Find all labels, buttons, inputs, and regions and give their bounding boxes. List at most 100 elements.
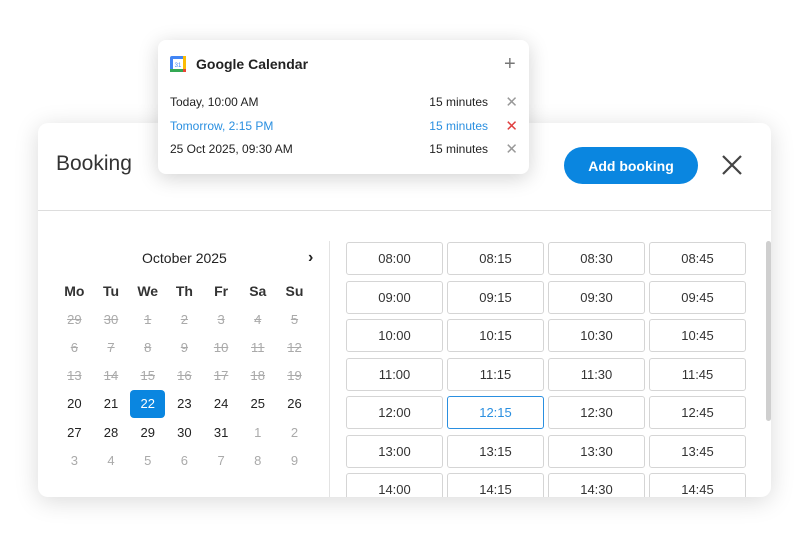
time-slot-button[interactable]: 08:30 xyxy=(548,242,645,275)
calendar-day[interactable]: 26 xyxy=(287,396,302,412)
time-slot-button[interactable]: 12:00 xyxy=(346,396,443,429)
calendar-day[interactable]: 5 xyxy=(144,452,152,468)
calendar-day[interactable]: 20 xyxy=(67,396,82,412)
calendar-day[interactable]: 28 xyxy=(103,424,119,440)
page-title: Booking xyxy=(56,152,132,175)
calendar-day[interactable]: 24 xyxy=(213,396,229,412)
calendar-day: 1 xyxy=(144,311,152,327)
time-slot-button[interactable]: 12:15 xyxy=(447,396,544,429)
time-slot-button[interactable]: 08:15 xyxy=(447,242,544,275)
calendar-grid: Mo Tu We Th Fr Sa Su 29 30 1 2 3 4 5 6 7 8 9 10 11 12 13 14 15 1… xyxy=(56,277,313,474)
chevron-right-icon[interactable]: › xyxy=(308,249,314,266)
calendar-day: 6 xyxy=(70,339,78,355)
time-slot-button[interactable]: 13:30 xyxy=(548,434,645,468)
scrollbar[interactable] xyxy=(766,241,771,421)
remove-icon[interactable]: ✕ xyxy=(505,94,518,111)
time-slot-button[interactable]: 11:30 xyxy=(548,357,645,391)
calendar-day: 18 xyxy=(250,368,266,384)
calendar-day[interactable]: 9 xyxy=(290,452,299,468)
time-slot-button[interactable]: 10:00 xyxy=(346,319,443,352)
calendar-day: 15 xyxy=(140,368,155,384)
time-slot-button[interactable]: 11:00 xyxy=(346,357,443,391)
calendar-day: 19 xyxy=(287,368,302,384)
calendar-day: 8 xyxy=(144,339,152,355)
calendar-day: 5 xyxy=(290,311,299,327)
event-row[interactable]: Today, 10:00 AM 15 minutes ✕ xyxy=(170,94,518,113)
time-slot-button[interactable]: 10:45 xyxy=(649,319,746,352)
event-duration: 15 minutes xyxy=(429,95,488,109)
calendar-day: 3 xyxy=(217,311,225,327)
calendar-day[interactable]: 4 xyxy=(107,452,115,468)
calendar-day: 7 xyxy=(107,339,115,355)
time-slot-button[interactable]: 10:15 xyxy=(447,319,544,352)
time-slot-button[interactable]: 14:45 xyxy=(649,473,746,497)
calendar-day[interactable]: 29 xyxy=(140,424,155,440)
divider xyxy=(329,241,330,497)
calendar-day: 12 xyxy=(287,339,302,355)
time-slot-button[interactable]: 13:45 xyxy=(649,434,746,468)
google-calendar-popup: 31 Google Calendar + Today, 10:00 AM 15 m… xyxy=(158,40,529,174)
calendar-day[interactable]: 23 xyxy=(177,396,192,412)
plus-icon[interactable]: + xyxy=(504,53,516,75)
weekday-header: Mo xyxy=(64,283,85,300)
add-booking-button[interactable]: Add booking xyxy=(564,147,698,184)
time-slots: 08:00 08:15 08:30 08:45 09:00 09:15 09:30 09:45… xyxy=(346,242,746,497)
event-time: 25 Oct 2025, 09:30 AM xyxy=(170,142,293,156)
calendar-day[interactable]: 27 xyxy=(67,424,82,440)
popup-title: Google Calendar xyxy=(196,56,309,72)
event-duration: 15 minutes xyxy=(429,142,488,156)
event-duration: 15 minutes xyxy=(429,118,488,133)
calendar-day[interactable]: 21 xyxy=(103,396,119,412)
time-slot-button[interactable]: 14:00 xyxy=(346,473,443,497)
time-slot-button[interactable]: 09:15 xyxy=(447,280,544,314)
calendar-day: 10 xyxy=(213,339,229,355)
divider xyxy=(38,210,771,211)
booking-dialog: Booking Add booking October 2025 › Mo Tu W… xyxy=(38,123,771,497)
time-slot-button[interactable]: 09:30 xyxy=(548,280,645,314)
event-row[interactable]: Tomorrow, 2:15 PM 15 minutes ✕ xyxy=(170,117,518,137)
calendar-day: 17 xyxy=(213,368,229,384)
time-slot-button[interactable]: 12:45 xyxy=(649,396,746,429)
time-slot-button[interactable]: 08:45 xyxy=(649,242,746,275)
calendar-day: 9 xyxy=(180,339,189,355)
weekday-header: Sa xyxy=(249,283,267,300)
calendar-day[interactable]: 6 xyxy=(180,452,189,468)
calendar-day[interactable]: 22 xyxy=(130,389,166,418)
event-time: Today, 10:00 AM xyxy=(170,95,259,109)
calendar-day[interactable]: 7 xyxy=(217,452,225,468)
calendar-day[interactable]: 30 xyxy=(177,424,192,440)
time-slot-button[interactable]: 14:15 xyxy=(447,473,544,497)
calendar-day[interactable]: 8 xyxy=(254,452,262,468)
time-slot-button[interactable]: 13:15 xyxy=(447,434,544,468)
svg-text:31: 31 xyxy=(175,63,182,69)
calendar-day: 2 xyxy=(180,311,189,327)
time-slot-button[interactable]: 14:30 xyxy=(548,473,645,497)
calendar-day[interactable]: 25 xyxy=(250,396,266,412)
remove-icon[interactable]: ✕ xyxy=(505,141,518,158)
time-slot-button[interactable]: 09:45 xyxy=(649,280,746,314)
calendar-day[interactable]: 1 xyxy=(254,424,262,440)
weekday-header: Tu xyxy=(102,283,120,300)
remove-icon[interactable]: ✕ xyxy=(505,117,518,135)
calendar-day: 16 xyxy=(177,368,192,384)
close-icon[interactable] xyxy=(720,153,744,177)
calendar-day[interactable]: 3 xyxy=(70,452,78,468)
calendar-day: 29 xyxy=(67,311,82,327)
event-row[interactable]: 25 Oct 2025, 09:30 AM 15 minutes ✕ xyxy=(170,141,518,160)
calendar-day: 14 xyxy=(103,368,119,384)
time-slot-button[interactable]: 08:00 xyxy=(346,242,443,275)
calendar-day[interactable]: 2 xyxy=(290,424,299,440)
weekday-header: Su xyxy=(285,283,304,300)
calendar-day[interactable]: 31 xyxy=(213,424,229,440)
google-calendar-icon: 31 xyxy=(170,56,186,72)
weekday-header: Fr xyxy=(214,283,229,300)
time-slot-button[interactable]: 10:30 xyxy=(548,319,645,352)
time-slot-button[interactable]: 13:00 xyxy=(346,434,443,468)
time-slot-button[interactable]: 12:30 xyxy=(548,396,645,429)
calendar-day: 30 xyxy=(103,311,119,327)
calendar-day: 4 xyxy=(254,311,262,327)
time-slot-button[interactable]: 09:00 xyxy=(346,280,443,314)
time-slot-button[interactable]: 11:45 xyxy=(649,357,746,391)
weekday-header: We xyxy=(137,283,159,300)
time-slot-button[interactable]: 11:15 xyxy=(447,357,544,391)
